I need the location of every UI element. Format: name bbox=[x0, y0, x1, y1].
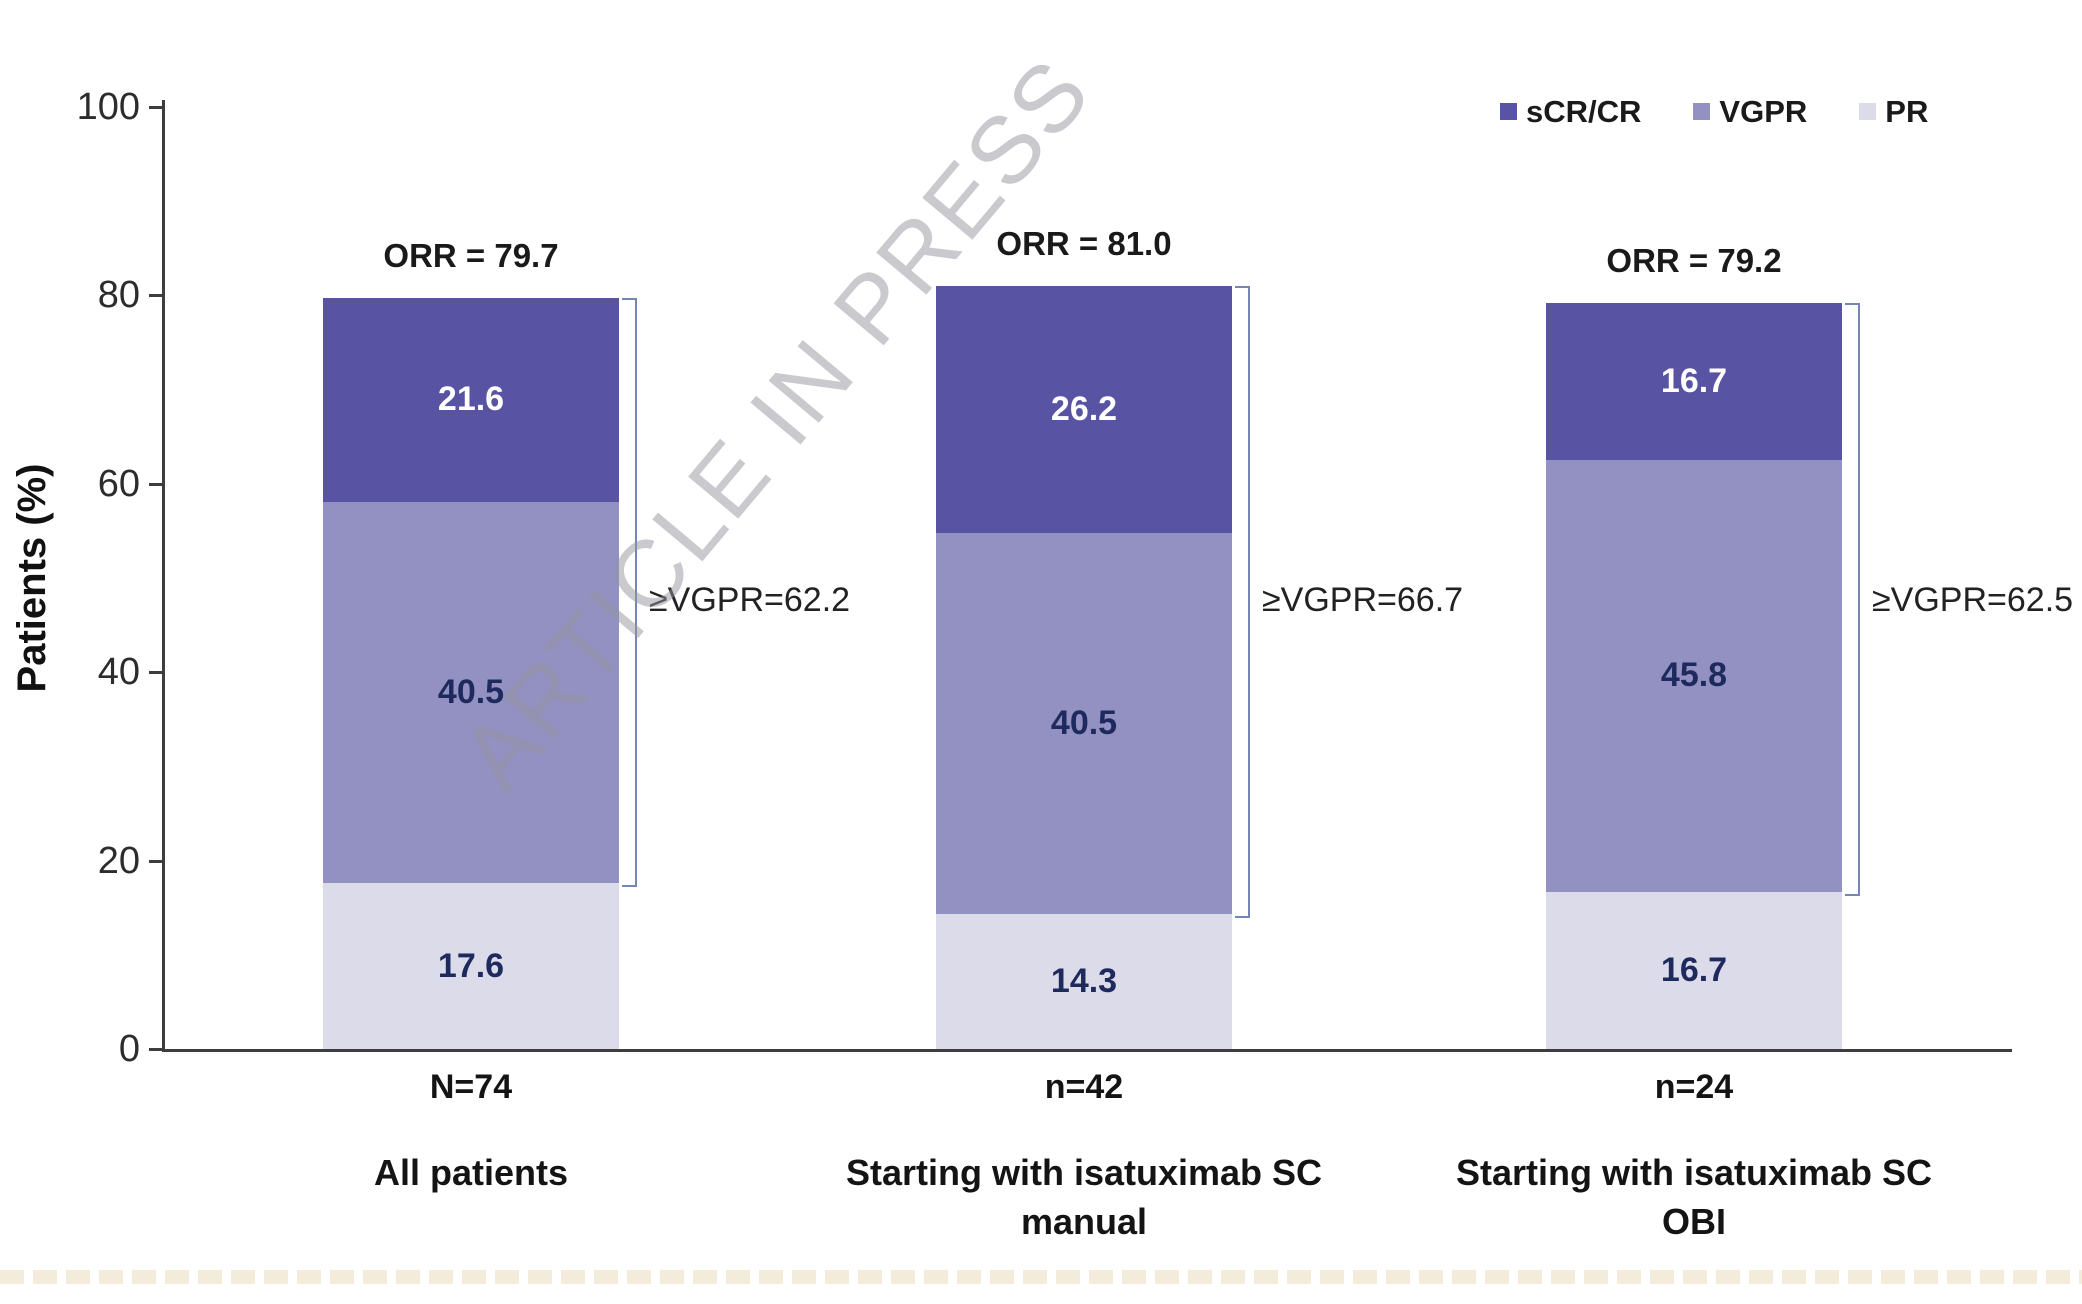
ge-vgpr-bracket bbox=[1235, 285, 1250, 919]
segment-value-label: 14.3 bbox=[1050, 962, 1118, 1001]
legend-swatch-icon bbox=[1500, 103, 1517, 120]
segment-value-label: 26.2 bbox=[1050, 389, 1118, 428]
ge-vgpr-label: ≥VGPR=66.7 bbox=[1262, 581, 1464, 619]
y-tick-mark bbox=[149, 671, 162, 675]
y-tick-label: 20 bbox=[97, 839, 140, 882]
bar-segment-scrcr: 21.6 bbox=[323, 298, 619, 502]
ge-vgpr-label: ≥VGPR=62.5 bbox=[1872, 581, 2074, 619]
category-label: Starting with isatuximab SC OBI bbox=[1364, 1148, 2024, 1246]
orr-label: ORR = 81.0 bbox=[996, 224, 1172, 262]
legend-item-pr: PR bbox=[1859, 96, 1928, 127]
legend-swatch-icon bbox=[1693, 103, 1711, 120]
legend-label: sCR/CR bbox=[1526, 94, 1642, 129]
y-tick-mark bbox=[149, 1048, 162, 1051]
bar-segment-scrcr: 16.7 bbox=[1546, 302, 1842, 461]
segment-value-label: 21.6 bbox=[437, 380, 505, 419]
segment-value-label: 45.8 bbox=[1660, 656, 1728, 695]
segment-value-label: 40.5 bbox=[1050, 704, 1118, 743]
y-tick-label: 0 bbox=[118, 1028, 140, 1070]
category-label-line: manual bbox=[1020, 1201, 1148, 1242]
legend-label: PR bbox=[1885, 94, 1929, 129]
category-label-line: Starting with isatuximab SC bbox=[845, 1152, 1323, 1193]
bar-segment-pr: 17.6 bbox=[323, 883, 619, 1049]
y-axis-title: Patients (%) bbox=[10, 463, 54, 693]
y-tick-mark bbox=[149, 859, 162, 863]
n-count-label: n=24 bbox=[1654, 1068, 1734, 1106]
y-tick-label: 80 bbox=[97, 274, 140, 317]
category-label: All patients bbox=[141, 1148, 801, 1197]
orr-label: ORR = 79.2 bbox=[1606, 241, 1782, 279]
legend-item-scrcr: sCR/CR bbox=[1500, 96, 1641, 127]
segment-value-label: 16.7 bbox=[1660, 950, 1728, 989]
bar-segment-vgpr: 40.5 bbox=[323, 501, 619, 884]
y-axis-line bbox=[162, 100, 165, 1052]
ge-vgpr-bracket bbox=[622, 298, 637, 888]
y-tick-mark bbox=[149, 294, 162, 298]
bar-segment-pr: 14.3 bbox=[936, 914, 1232, 1049]
legend-label: VGPR bbox=[1719, 94, 1808, 129]
category-label: Starting with isatuximab SC manual bbox=[754, 1148, 1414, 1246]
legend: sCR/CR VGPR PR bbox=[1500, 96, 1928, 127]
n-count-label: n=42 bbox=[1044, 1068, 1124, 1106]
orr-label: ORR = 79.7 bbox=[383, 237, 559, 275]
y-tick-label: 60 bbox=[97, 462, 140, 505]
y-tick-label: 40 bbox=[97, 651, 140, 694]
ge-vgpr-label: ≥VGPR=62.2 bbox=[649, 581, 851, 619]
y-tick-mark bbox=[149, 106, 162, 109]
segment-value-label: 16.7 bbox=[1660, 362, 1728, 401]
segment-value-label: 17.6 bbox=[437, 946, 505, 985]
legend-swatch-icon bbox=[1859, 103, 1877, 120]
category-label-line: All patients bbox=[373, 1152, 569, 1193]
category-label-line: OBI bbox=[1661, 1201, 1726, 1242]
bottom-scan-strip bbox=[0, 1270, 2082, 1284]
category-label-line: Starting with isatuximab SC bbox=[1455, 1152, 1933, 1193]
bar-segment-scrcr: 26.2 bbox=[936, 285, 1232, 533]
y-tick-mark bbox=[149, 482, 162, 486]
x-axis-line bbox=[162, 1049, 2012, 1052]
ge-vgpr-bracket bbox=[1845, 302, 1860, 896]
legend-item-vgpr: VGPR bbox=[1693, 96, 1807, 127]
y-tick-label: 100 bbox=[76, 86, 140, 128]
n-count-label: N=74 bbox=[429, 1068, 513, 1106]
segment-value-label: 40.5 bbox=[437, 672, 505, 711]
bar-segment-vgpr: 40.5 bbox=[936, 532, 1232, 915]
bar-segment-pr: 16.7 bbox=[1546, 891, 1842, 1049]
bar-segment-vgpr: 45.8 bbox=[1546, 460, 1842, 892]
